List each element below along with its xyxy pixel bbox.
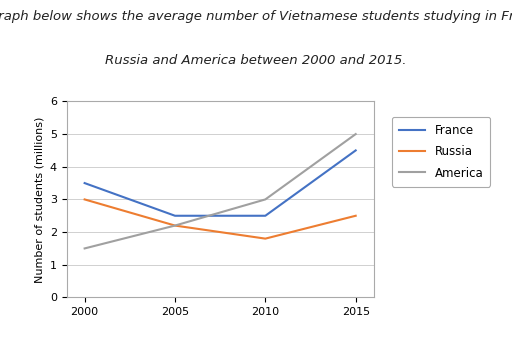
America <box>81 246 88 250</box>
France <box>353 148 359 152</box>
Line: America: America <box>84 134 356 248</box>
America <box>172 223 178 227</box>
America <box>262 197 268 201</box>
France <box>172 214 178 218</box>
France <box>262 214 268 218</box>
America <box>353 132 359 136</box>
Line: France: France <box>84 150 356 216</box>
Russia <box>262 237 268 241</box>
Russia <box>172 223 178 227</box>
Russia <box>81 197 88 201</box>
Text: The graph below shows the average number of Vietnamese students studying in Fran: The graph below shows the average number… <box>0 10 512 23</box>
Russia <box>353 214 359 218</box>
Line: Russia: Russia <box>84 199 356 239</box>
Y-axis label: Number of students (millions): Number of students (millions) <box>34 116 44 283</box>
France <box>81 181 88 185</box>
Legend: France, Russia, America: France, Russia, America <box>392 117 490 187</box>
Text: Russia and America between 2000 and 2015.: Russia and America between 2000 and 2015… <box>105 54 407 67</box>
